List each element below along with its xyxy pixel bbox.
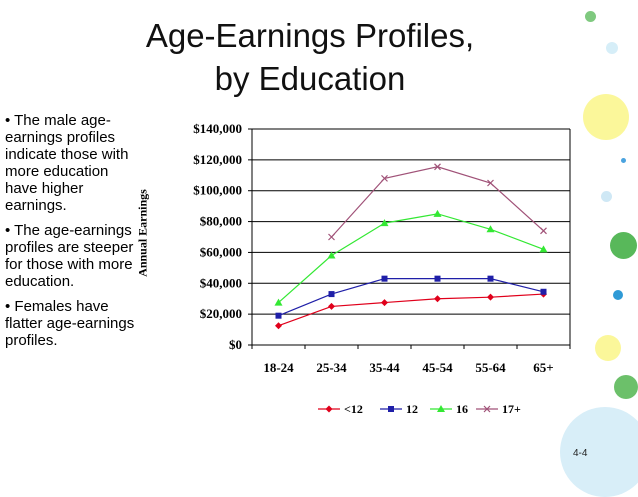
data-point — [327, 251, 336, 259]
data-point — [328, 233, 335, 241]
legend-label: 17+ — [502, 402, 521, 416]
x-tick-label: 65+ — [533, 360, 553, 375]
y-tick-label: $40,000 — [200, 275, 242, 290]
data-point — [434, 163, 441, 171]
y-tick-label: $80,000 — [200, 214, 242, 229]
y-tick-label: $140,000 — [193, 121, 242, 136]
bullet-item: • Females have flatter age-earnings prof… — [5, 298, 135, 349]
series-line — [331, 166, 544, 238]
y-tick-label: $60,000 — [200, 244, 242, 259]
decorative-circle — [585, 11, 596, 22]
data-point — [540, 227, 547, 235]
decorative-circle — [595, 335, 621, 361]
x-tick-label: 25-34 — [316, 360, 347, 375]
decorative-circle — [613, 290, 623, 300]
data-point — [540, 288, 547, 295]
data-point — [328, 302, 335, 310]
data-point — [486, 225, 495, 233]
decorative-circle — [610, 232, 637, 259]
data-point — [539, 245, 548, 253]
legend-marker — [437, 405, 445, 412]
bullet-item: • The male age-earnings profiles indicat… — [5, 112, 129, 214]
decorative-circle — [621, 158, 626, 163]
x-tick-label: 55-64 — [475, 360, 506, 375]
data-point — [433, 209, 442, 217]
slide-title-line2: by Education — [214, 60, 406, 97]
decorative-circle — [601, 191, 612, 202]
y-tick-label: $20,000 — [200, 306, 242, 321]
decorative-circle — [614, 375, 638, 399]
x-tick-label: 18-24 — [263, 360, 294, 375]
series-line — [278, 278, 544, 317]
legend-label: 16 — [456, 402, 468, 416]
data-point — [487, 275, 494, 282]
data-point — [381, 299, 388, 307]
series-line — [278, 213, 544, 304]
data-point — [434, 295, 441, 303]
data-point — [274, 298, 283, 306]
data-point — [328, 291, 335, 298]
legend-marker — [325, 405, 333, 413]
series-line — [278, 293, 544, 327]
data-point — [487, 293, 494, 301]
page-number: 4-4 — [573, 448, 588, 459]
y-tick-label: $0 — [229, 337, 242, 352]
legend-marker — [483, 405, 491, 413]
slide-title-line1: Age-Earnings Profiles, — [145, 17, 475, 54]
decorative-circle — [606, 42, 618, 54]
x-tick-label: 45-54 — [422, 360, 453, 375]
data-point — [487, 179, 494, 187]
data-point — [380, 219, 389, 227]
legend-label: <12 — [344, 402, 363, 416]
line-chart: $0 $20,000 $40,000 $60,000 $80,000 $100,000 $1… — [193, 121, 571, 416]
data-point — [275, 312, 282, 319]
y-tick-label: $100,000 — [193, 183, 242, 198]
data-point — [381, 174, 388, 182]
data-point — [381, 275, 388, 282]
data-point — [434, 275, 441, 282]
legend-label: 12 — [406, 402, 418, 416]
bullet-item: • The age-earnings profiles are steeper … — [5, 222, 134, 290]
data-point — [275, 322, 282, 330]
bullet-list: • The male age-earnings profiles indicat… — [5, 112, 145, 357]
legend-marker — [388, 406, 394, 412]
x-tick-label: 35-44 — [369, 360, 400, 375]
decorative-circle — [583, 94, 629, 140]
y-tick-label: $120,000 — [193, 152, 242, 167]
